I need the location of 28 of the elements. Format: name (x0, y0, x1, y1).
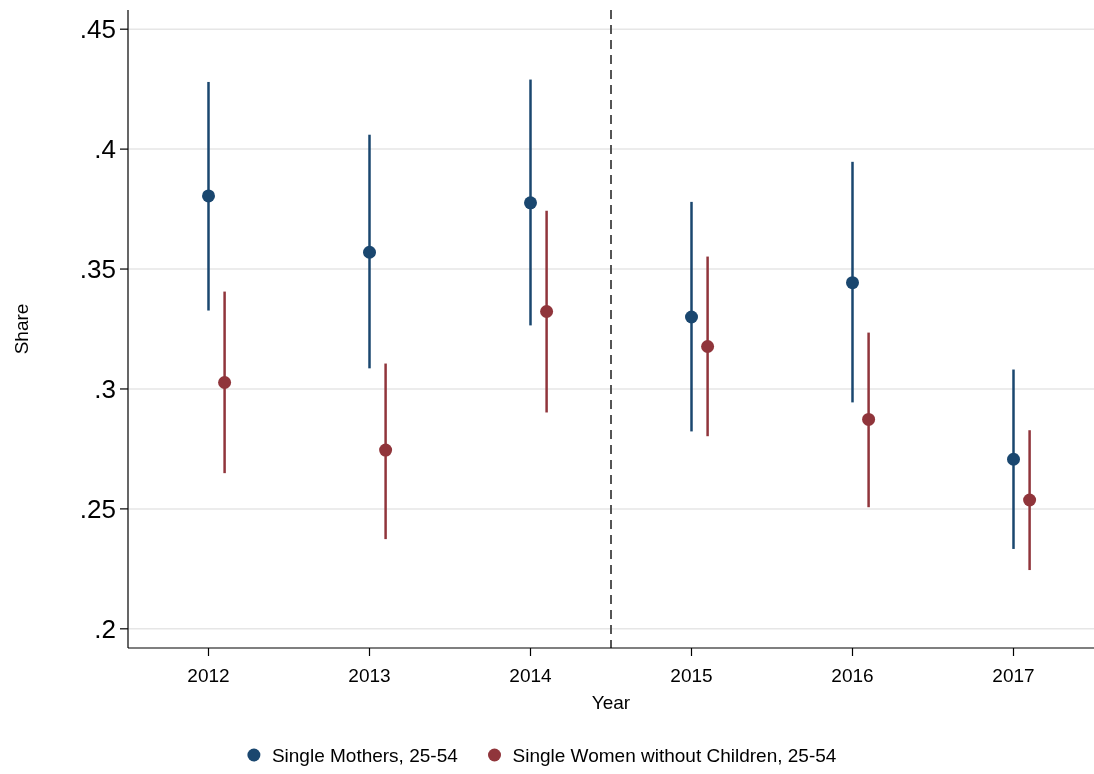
point (701, 340, 715, 354)
point (363, 245, 376, 259)
point (379, 443, 393, 457)
legend-label: Single Women without Children, 25-54 (512, 744, 837, 766)
y-tick-label: .2 (94, 613, 116, 644)
point (524, 196, 537, 210)
point (1007, 452, 1020, 466)
y-tick-label: .35 (79, 254, 116, 285)
point (218, 375, 232, 389)
x-tick-label: 2016 (831, 665, 874, 686)
y-tick-label: .4 (94, 134, 116, 165)
x-tick-label: 2017 (992, 665, 1035, 686)
y-tick-label: .45 (79, 14, 116, 45)
x-tick-label: 2014 (509, 665, 553, 686)
y-tick-label: .25 (79, 493, 116, 524)
point (1023, 493, 1037, 507)
legend-label: Single Mothers, 25-54 (271, 744, 459, 766)
x-tick-label: 2013 (348, 665, 391, 686)
point (846, 276, 859, 290)
point (685, 310, 698, 324)
y-tick-label: .3 (94, 374, 116, 405)
point (540, 304, 554, 318)
point (862, 412, 876, 426)
x-tick-label: 2012 (187, 665, 230, 686)
y-axis-title: Share (11, 303, 32, 355)
x-axis-title: Year (591, 692, 631, 713)
point (202, 189, 215, 203)
x-tick-label: 2015 (670, 665, 713, 686)
